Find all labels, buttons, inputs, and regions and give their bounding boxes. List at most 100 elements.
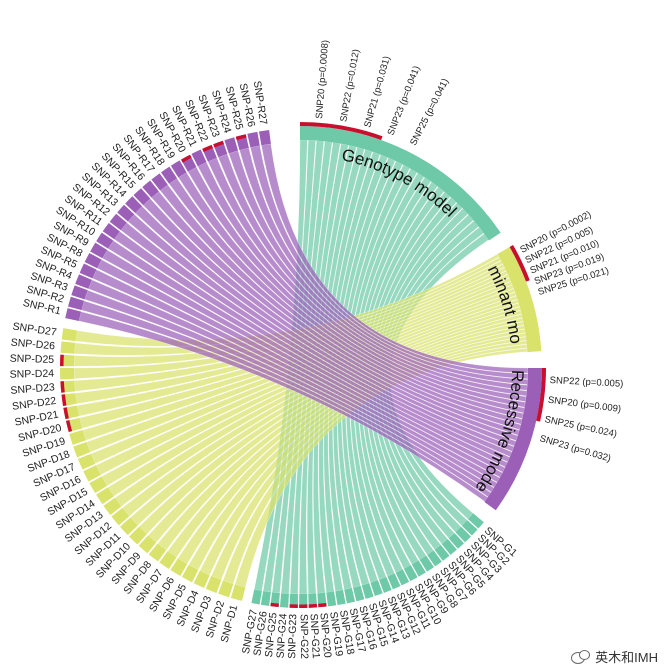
segment-snp-g16 xyxy=(353,585,365,602)
segment-snp-d11 xyxy=(119,517,138,536)
segment-snp-r10 xyxy=(96,232,114,249)
segment-snp-d10 xyxy=(129,526,147,545)
snp-label: SNP-G24 xyxy=(275,613,290,659)
segment-snp-d9 xyxy=(138,535,157,554)
snp-label: SNP-G21 xyxy=(307,613,321,659)
segment-snp-r16 xyxy=(142,180,159,198)
chord-ribbon-snp-r2 xyxy=(81,300,492,498)
segment-highlight-snp-r25 xyxy=(235,134,247,141)
snp-label: SNP-G20 xyxy=(317,612,333,658)
segment-snp-g3 xyxy=(455,526,471,543)
segment-highlight-snp-d23 xyxy=(60,381,65,393)
segment-snp-r2 xyxy=(68,296,85,311)
segment-snp-d7 xyxy=(159,551,177,570)
segment-snp-g5 xyxy=(441,539,457,555)
chord-ribbons xyxy=(73,139,529,595)
model-arc-significance-recessive xyxy=(536,368,546,422)
segment-snp-g7 xyxy=(427,550,442,567)
segment-snp-g10 xyxy=(403,565,418,582)
pvalue-label: SNP20 (p=0.009) xyxy=(547,395,621,415)
chord-ribbon-snp-d6 xyxy=(177,329,526,565)
snp-segments xyxy=(60,129,484,608)
segment-snp-r13 xyxy=(117,204,135,222)
snp-label: SNP-D27 xyxy=(12,321,58,339)
segment-snp-d19 xyxy=(69,430,86,445)
snp-labels: SNP-G1SNP-G2SNP-G3SNP-G4SNP-G5SNP-G6SNP-… xyxy=(10,80,520,659)
model-arc-significance-genotype xyxy=(300,122,383,141)
segment-snp-r12 xyxy=(109,213,127,231)
segment-highlight-snp-g23 xyxy=(289,604,298,608)
segment-snp-r14 xyxy=(125,196,143,214)
segment-highlight-snp-r23 xyxy=(213,140,224,148)
segment-snp-d2 xyxy=(218,580,234,598)
chord-ribbon-snp-d4 xyxy=(199,336,527,576)
snp-label: SNP-G22 xyxy=(298,614,311,659)
segment-snp-r18 xyxy=(160,166,178,184)
model-arc-genotype xyxy=(300,126,501,241)
segment-highlight-snp-r20 xyxy=(181,154,192,163)
segment-snp-d15 xyxy=(89,476,108,494)
segment-snp-g4 xyxy=(448,532,465,549)
segment-snp-g9 xyxy=(411,560,426,577)
snp-label: SNP-D26 xyxy=(10,337,55,353)
segment-snp-r3 xyxy=(71,285,88,300)
segment-snp-d5 xyxy=(181,564,199,583)
watermark: 英木和IMH xyxy=(571,647,658,666)
snp-label: SNP-G23 xyxy=(286,614,299,659)
segment-snp-g12 xyxy=(387,573,401,590)
model-arc-significance-dominant xyxy=(509,245,530,282)
segment-snp-d17 xyxy=(77,453,96,470)
segment-highlight-snp-g21 xyxy=(308,603,318,608)
segment-highlight-snp-d22 xyxy=(61,394,67,407)
chord-ribbon-snp-r9 xyxy=(102,249,506,473)
segment-highlight-snp-g20 xyxy=(318,603,327,608)
segment-snp-g13 xyxy=(379,576,392,593)
pvalue-label: SNP23 (p=0.032) xyxy=(538,433,612,464)
segment-highlight-snp-r22 xyxy=(202,144,213,153)
chord-ribbon-snp-d10 xyxy=(138,314,523,535)
segment-highlight-snp-g25 xyxy=(270,602,279,608)
chord-ribbon-snp-r14 xyxy=(135,206,517,447)
snp-label: SNP-G19 xyxy=(327,611,345,657)
model-arc-recessive xyxy=(484,368,542,511)
chord-ribbon-snp-g20 xyxy=(313,147,365,594)
segment-snp-d26 xyxy=(60,341,76,354)
segment-snp-d24 xyxy=(60,368,75,380)
segment-snp-r15 xyxy=(133,188,151,206)
chord-ribbon-snp-d19 xyxy=(82,281,513,441)
segment-highlight-snp-d21 xyxy=(63,407,69,420)
segment-snp-g24 xyxy=(279,593,289,608)
segment-highlight-snp-g22 xyxy=(299,604,308,608)
pvalue-label: SNP20 (p=0.0008) xyxy=(314,40,331,120)
segment-highlight-snp-d25 xyxy=(60,354,64,367)
segment-snp-r27 xyxy=(258,129,271,146)
segment-snp-g19 xyxy=(326,591,337,607)
segment-snp-d27 xyxy=(61,328,78,342)
segment-snp-r26 xyxy=(247,131,260,148)
segment-snp-r11 xyxy=(102,223,120,240)
segment-snp-r4 xyxy=(75,274,92,289)
segment-snp-g17 xyxy=(344,587,356,604)
snp-label: SNP-D23 xyxy=(10,381,55,396)
segment-snp-r5 xyxy=(79,263,97,279)
snp-label: SNP-D22 xyxy=(11,395,57,413)
segment-snp-d18 xyxy=(73,441,91,458)
segment-snp-g27 xyxy=(251,589,262,605)
pvalue-label: SNP21 (p=0.031) xyxy=(362,55,393,129)
pvalue-label: SNP22 (p=0.012) xyxy=(338,48,362,122)
segment-snp-g26 xyxy=(260,590,271,606)
segment-snp-d14 xyxy=(96,487,114,505)
pvalue-label: SNP22 (p=0.005) xyxy=(549,375,623,390)
segment-snp-d13 xyxy=(103,497,122,516)
segment-snp-d1 xyxy=(230,584,246,601)
snp-label: SNP-D24 xyxy=(10,368,55,381)
segment-snp-d8 xyxy=(148,543,167,562)
segment-snp-r21 xyxy=(191,149,207,167)
segment-snp-r19 xyxy=(170,160,187,178)
segment-snp-r17 xyxy=(151,173,168,191)
watermark-text: 英木和IMH xyxy=(595,650,658,665)
chord-ribbon-snp-d17 xyxy=(90,288,516,464)
segment-snp-r8 xyxy=(84,252,102,269)
segment-snp-r24 xyxy=(224,137,239,154)
segment-snp-g11 xyxy=(395,569,410,586)
